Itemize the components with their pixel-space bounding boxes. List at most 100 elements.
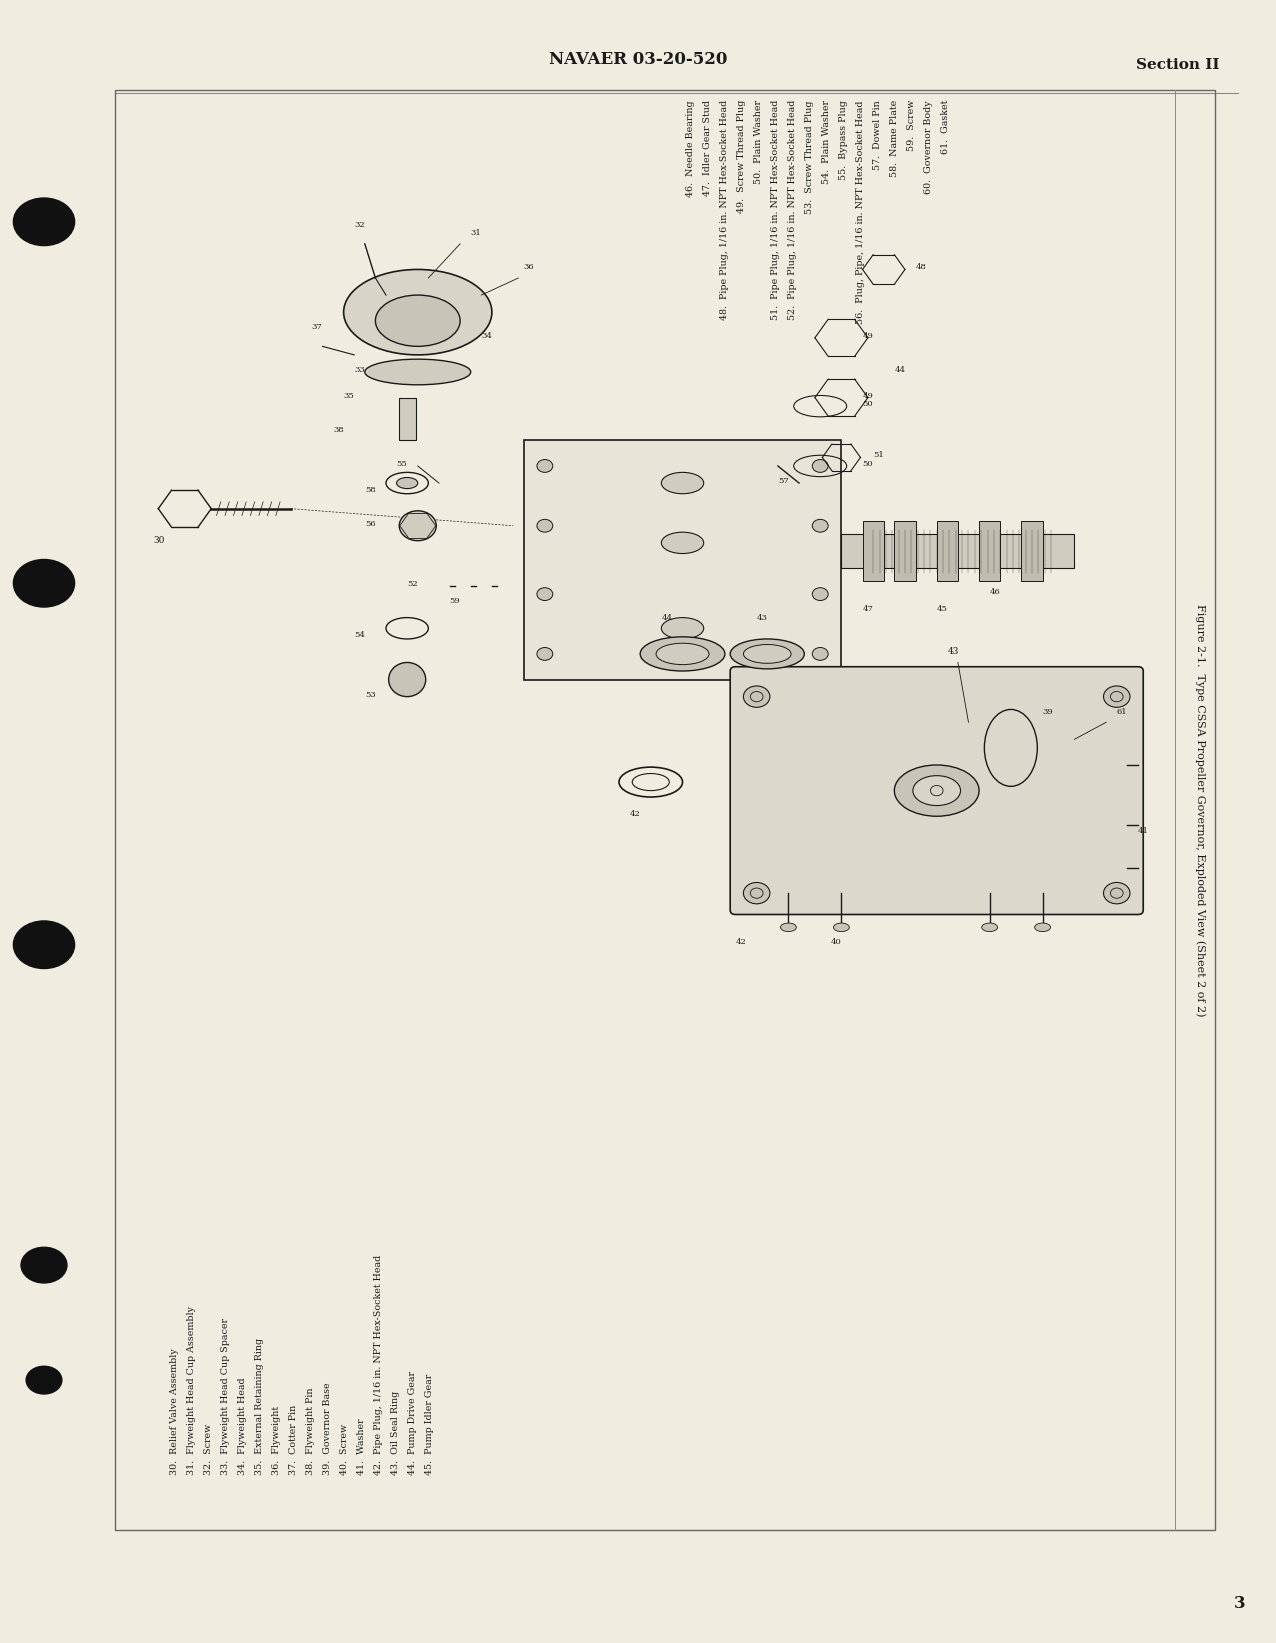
Ellipse shape — [397, 478, 417, 488]
Ellipse shape — [399, 511, 436, 541]
Text: 37: 37 — [311, 324, 323, 332]
Text: 39.  Governor Base: 39. Governor Base — [323, 1382, 332, 1475]
Text: 61: 61 — [1116, 708, 1128, 716]
Text: 38: 38 — [333, 426, 343, 434]
Bar — [1021, 521, 1042, 582]
Text: 50: 50 — [863, 401, 873, 407]
Ellipse shape — [912, 775, 961, 805]
Text: 44: 44 — [894, 366, 906, 375]
Text: Figure 2-1.  Type CSSA Propeller Governor, Exploded View (Sheet 2 of 2): Figure 2-1. Type CSSA Propeller Governor… — [1194, 603, 1206, 1017]
Ellipse shape — [894, 766, 979, 817]
Ellipse shape — [781, 923, 796, 932]
Text: 44: 44 — [661, 614, 672, 621]
Text: 53.  Screw Thread Plug: 53. Screw Thread Plug — [805, 100, 814, 214]
Text: 54.  Plain Washer: 54. Plain Washer — [822, 100, 831, 184]
Text: 52.  Pipe Plug, 1/16 in. NPT Hex-Socket Head: 52. Pipe Plug, 1/16 in. NPT Hex-Socket H… — [789, 100, 798, 320]
Text: 34: 34 — [481, 332, 493, 340]
Ellipse shape — [661, 532, 704, 554]
Text: 53: 53 — [365, 690, 375, 698]
Text: 51.  Pipe Plug, 1/16 in. NPT Hex-Socket Head: 51. Pipe Plug, 1/16 in. NPT Hex-Socket H… — [771, 100, 780, 320]
Ellipse shape — [343, 269, 491, 355]
Text: 30.  Relief Valve Assembly: 30. Relief Valve Assembly — [170, 1349, 179, 1475]
Text: 35.  External Retaining Ring: 35. External Retaining Ring — [255, 1337, 264, 1475]
Ellipse shape — [13, 922, 74, 968]
Text: 46.  Needle Bearing: 46. Needle Bearing — [686, 100, 695, 197]
Bar — [979, 521, 1000, 582]
Text: 40: 40 — [831, 938, 842, 946]
Bar — [841, 534, 1074, 568]
Ellipse shape — [924, 780, 949, 802]
Ellipse shape — [26, 1367, 61, 1393]
Text: 3: 3 — [1234, 1594, 1245, 1612]
Text: 41: 41 — [1138, 828, 1148, 835]
Text: 47.  Idler Gear Stud: 47. Idler Gear Stud — [703, 100, 712, 196]
Ellipse shape — [813, 647, 828, 660]
Text: 33.  Flyweight Head Cup Spacer: 33. Flyweight Head Cup Spacer — [221, 1318, 230, 1475]
Bar — [398, 398, 416, 440]
Text: 48: 48 — [915, 263, 926, 271]
Text: 58: 58 — [365, 486, 375, 493]
Text: 55: 55 — [397, 460, 407, 468]
Text: 43: 43 — [757, 614, 768, 621]
Text: 42: 42 — [629, 810, 641, 818]
Ellipse shape — [833, 923, 850, 932]
Text: 46: 46 — [990, 588, 1000, 596]
Ellipse shape — [13, 560, 74, 606]
Text: 32.  Screw: 32. Screw — [204, 1424, 213, 1475]
Text: 44.  Pump Drive Gear: 44. Pump Drive Gear — [408, 1370, 417, 1475]
Ellipse shape — [641, 637, 725, 670]
Ellipse shape — [661, 473, 704, 495]
Text: 50.  Plain Washer: 50. Plain Washer — [754, 100, 763, 184]
Text: 54: 54 — [355, 631, 365, 639]
Ellipse shape — [365, 360, 471, 384]
Text: 39: 39 — [1042, 708, 1054, 716]
Bar — [863, 521, 884, 582]
Text: 36: 36 — [523, 263, 535, 271]
Ellipse shape — [730, 639, 804, 669]
Text: 45: 45 — [937, 605, 948, 613]
Ellipse shape — [537, 588, 553, 600]
Ellipse shape — [537, 519, 553, 532]
Text: 42: 42 — [735, 938, 746, 946]
Text: 52: 52 — [407, 580, 417, 588]
Ellipse shape — [744, 882, 769, 904]
Ellipse shape — [13, 199, 74, 245]
Text: 34.  Flyweight Head: 34. Flyweight Head — [239, 1377, 248, 1475]
Bar — [894, 521, 915, 582]
Ellipse shape — [389, 662, 426, 697]
Ellipse shape — [1035, 923, 1050, 932]
Ellipse shape — [813, 588, 828, 600]
Text: 32: 32 — [355, 220, 365, 228]
Text: 42.  Pipe Plug, 1/16 in. NPT Hex-Socket Head: 42. Pipe Plug, 1/16 in. NPT Hex-Socket H… — [374, 1255, 383, 1475]
Text: 57: 57 — [778, 476, 789, 485]
Text: 43.  Oil Seal Ring: 43. Oil Seal Ring — [390, 1390, 399, 1475]
Text: 49: 49 — [863, 391, 874, 399]
Text: 31: 31 — [471, 230, 481, 237]
Ellipse shape — [981, 923, 998, 932]
Text: 30: 30 — [153, 536, 165, 545]
Text: 49.  Screw Thread Plug: 49. Screw Thread Plug — [738, 100, 746, 214]
Text: NAVAER 03-20-520: NAVAER 03-20-520 — [549, 51, 727, 69]
Text: 47: 47 — [863, 605, 874, 613]
Ellipse shape — [813, 460, 828, 473]
Text: 49: 49 — [863, 332, 874, 340]
Text: 58.  Name Plate: 58. Name Plate — [889, 100, 900, 177]
Bar — [937, 521, 958, 582]
Text: 31.  Flyweight Head Cup Assembly: 31. Flyweight Head Cup Assembly — [188, 1306, 197, 1475]
Text: Section II: Section II — [1137, 58, 1220, 72]
Text: 56: 56 — [365, 519, 375, 527]
Text: 35: 35 — [343, 391, 355, 399]
Text: 40.  Screw: 40. Screw — [339, 1424, 350, 1475]
Ellipse shape — [537, 460, 553, 473]
Ellipse shape — [1104, 687, 1131, 706]
Ellipse shape — [656, 642, 709, 664]
Text: 57.  Dowel Pin: 57. Dowel Pin — [873, 100, 882, 169]
Ellipse shape — [661, 618, 704, 639]
Text: 59: 59 — [449, 596, 461, 605]
Ellipse shape — [375, 296, 461, 347]
Text: 50: 50 — [863, 460, 873, 468]
Text: 59.  Screw: 59. Screw — [907, 100, 916, 151]
Text: 61.  Gasket: 61. Gasket — [940, 100, 951, 154]
Ellipse shape — [744, 687, 769, 706]
Text: 37.  Cotter Pin: 37. Cotter Pin — [288, 1405, 299, 1475]
